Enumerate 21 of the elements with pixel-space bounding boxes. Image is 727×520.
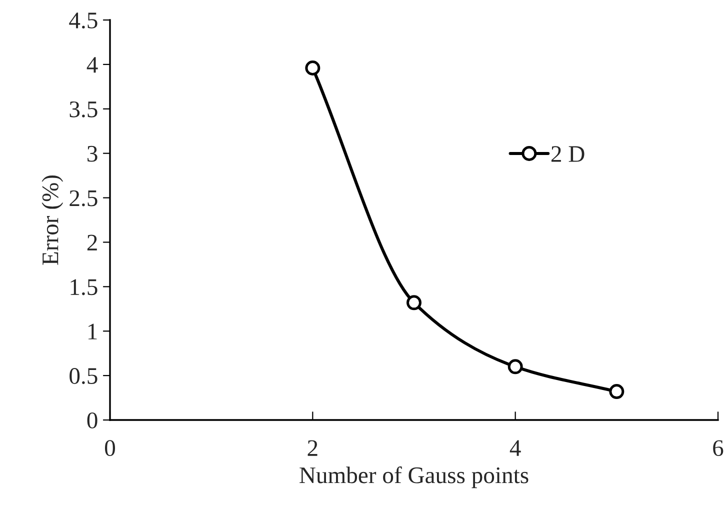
y-tick-label: 2 — [87, 234, 97, 250]
y-tick-label: 4.5 — [69, 12, 98, 29]
legend-label: 2 D — [551, 146, 584, 162]
x-tick-label: 2 — [308, 440, 318, 456]
y-tick-label: 3.5 — [70, 101, 98, 118]
point — [305, 60, 320, 76]
y-tick-label: 4 — [86, 57, 98, 73]
point — [406, 295, 422, 310]
y-tick-label: 3 — [88, 146, 98, 162]
y-tick-label: 1.5 — [70, 279, 98, 296]
x-tick-label: 6 — [713, 440, 724, 456]
y-tick-label: 1 — [88, 324, 97, 340]
x-tick-label: 0 — [104, 440, 116, 456]
y-tick-label: 0 — [87, 412, 98, 428]
point — [609, 384, 624, 400]
x-tick-label: 4 — [510, 440, 521, 456]
y-tick-label: 2.5 — [70, 190, 98, 206]
y-tick-label: 0.5 — [70, 368, 98, 384]
x-axis-title: Number of Gauss points — [300, 466, 528, 488]
y-axis-title: Error (%) — [42, 175, 64, 265]
point — [508, 359, 523, 374]
